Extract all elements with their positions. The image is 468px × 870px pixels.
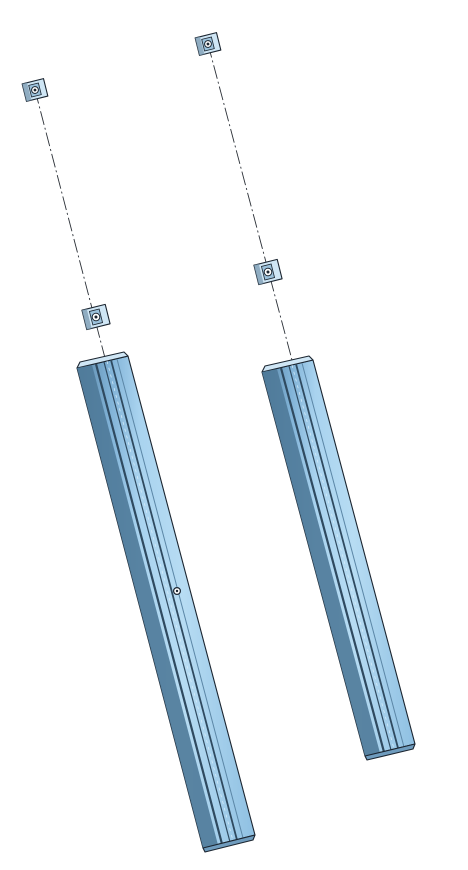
right-center-axis: [207, 43, 293, 361]
t-slot-nut-right-upper: [194, 32, 222, 56]
t-slot-nut-left-upper: [21, 78, 49, 102]
t-slot-nut-right-lower: [253, 258, 283, 286]
right-extrusion-profile: [261, 355, 416, 761]
left-extrusion-profile: [76, 351, 256, 853]
t-slot-nut-left-lower: [81, 303, 111, 331]
